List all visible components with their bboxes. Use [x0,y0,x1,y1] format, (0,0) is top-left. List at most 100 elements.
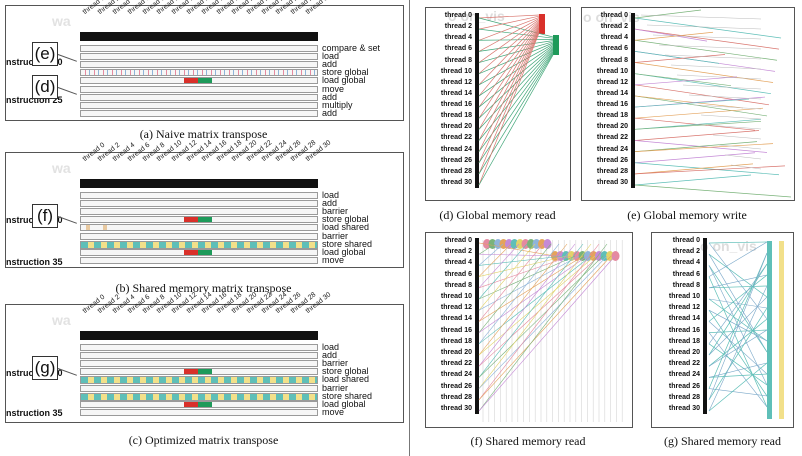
panel-g-access-line [708,252,768,400]
panel-g-thread-label: thread 24 [668,371,700,379]
panel-e-access-line [634,54,726,63]
panel-g-access-line [708,362,768,412]
panel-b-op-label: load [322,190,340,200]
panel-f-bank-access [516,239,524,249]
panel-f-access-line [478,255,584,322]
panel-a-op-label: multiply [322,99,353,110]
panel-d-thread-bar [475,13,479,188]
panel-f-caption: (f) Shared memory read [470,434,586,448]
panel-g-access-line [708,241,768,277]
panel-f-access-line [478,255,592,345]
panel-e-thread-label: thread 20 [596,123,628,131]
panel-f-access-line [478,243,560,344]
panel-d-access-line [478,26,540,130]
panel-c-row [80,352,318,360]
panel-f-thread-bar [475,238,479,414]
panel-c-row [80,360,318,368]
panel-e-access-line [712,134,762,140]
panel-b-row [80,224,318,232]
panel-g-access-line [708,276,768,408]
panel-a-op-label: store global [322,67,369,78]
panel-e-access-line [670,64,762,70]
panel-a-watermark: wa [52,13,71,29]
panel-d-thread-label: thread 10 [440,67,472,75]
panel-e-access-line [634,28,780,50]
panel-b-watermark: wa [52,160,71,176]
panel-f-access-line [478,255,612,401]
panel-d-memory-block [553,35,559,55]
panel-a-op-label: compare & set [322,43,381,53]
panel-e-access-line [706,124,762,130]
panel-e-thread-label: thread 4 [600,34,628,42]
panel-f-bank-access [538,239,546,249]
panel-c-op-label: store shared [322,390,373,401]
panel-g-thread-label: thread 6 [672,270,700,278]
panel-g-thread-label: thread 16 [668,326,700,334]
panel-c-instruction-label: nstruction 35 [6,408,63,418]
panel-e-access-line [724,154,762,160]
panel-f-thread-label: thread 10 [440,293,472,300]
panel-g-access-lines [708,241,784,419]
panel-d-thread-label: thread 4 [444,34,472,42]
panel-d-access-line [478,17,540,41]
panel-d-thread-label: thread 20 [440,123,472,131]
panel-a-row [80,109,318,117]
panel-g-thread-label: thread 8 [672,281,700,289]
panel-d-access-lines [478,14,559,186]
panel-d-thread-label: thread 14 [440,89,472,97]
panel-e-access-line [634,120,762,130]
panel-f-access-line [478,243,528,300]
panel-b-row [80,240,318,249]
panel-f-thread-label: thread 30 [440,405,472,412]
panel-f-access-line [478,243,592,389]
panel-d-access-line [478,47,554,119]
panel-b-row [80,200,318,208]
panel-b-row [80,232,318,240]
panel-f-bank-access [606,251,614,261]
panel-e-access-line [634,28,708,42]
panel-c-row [80,384,318,392]
panel-b-header-bar [80,179,318,188]
panel-d-access-line [478,41,554,63]
panel-e-access-line [730,164,762,170]
panel-c-memory-access-red [184,369,198,375]
panel-e-thread-label: thread 16 [596,101,628,109]
panel-b-caption: (b) Shared memory matrix transpose [115,281,292,295]
panel-f-access-line [478,255,568,277]
panel-c-row [80,408,318,416]
panel-d-access-line [478,43,554,86]
panel-d-access-line [478,49,554,141]
panel-d-access-line [478,19,540,63]
panel-f-bank-access [584,251,592,261]
panel-d-memory-block [539,14,545,34]
panel-e-access-line [634,17,782,39]
panel-f-bank-access [543,239,552,249]
panel-e-access-line [634,73,772,95]
panel-e-access-line [634,95,744,109]
panel-d-thread-label: thread 6 [444,45,472,53]
panel-f-access-line [478,243,512,277]
panel-f-thread-label: thread 4 [444,259,472,267]
panel-b-callout: (f) [32,204,58,228]
panel-g-access-line [708,274,768,322]
panel-d-access-line [478,31,540,175]
panel-e-access-line [634,9,702,19]
panel-a-memory-access-red [184,78,198,84]
panel-e-thread-label: thread 24 [596,145,628,153]
panel-e-access-line [640,14,762,20]
panel-d-thread-label: thread 26 [440,156,472,164]
panel-f-access-line [478,243,608,412]
panel-g-thread-label: thread 4 [672,259,700,267]
panel-d-thread-label: thread 22 [440,134,472,142]
panel-f-thread-label: thread 16 [440,326,472,334]
panel-f-thread-label: thread 12 [440,304,472,312]
panel-b-op-label: move [322,254,345,265]
panel-d-access-line [478,48,554,130]
panel-f-access-line [478,243,504,266]
panel-d-access-line [478,21,540,86]
panel-f-access-line [478,243,584,378]
panel-b-op-label: load shared [322,222,370,233]
panel-f-thread-label: thread 26 [440,382,472,390]
panel-e-access-line [664,54,762,60]
panel-f-bank-access [505,239,513,249]
